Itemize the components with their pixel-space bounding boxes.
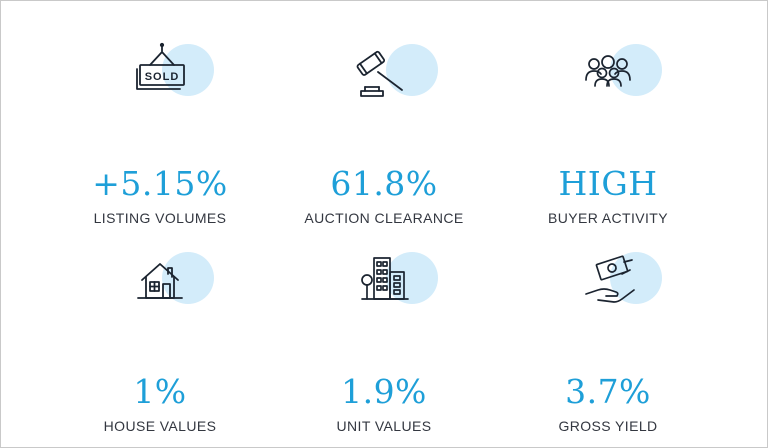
icon-circle bbox=[610, 44, 662, 96]
apartment-building-icon bbox=[334, 246, 438, 316]
stat-listing-volumes: SOLD +5.15% LISTING VOLUMES bbox=[32, 38, 288, 227]
money-hand-icon bbox=[558, 246, 662, 316]
stat-value: +5.15% bbox=[92, 164, 228, 203]
stat-value: 1.9% bbox=[341, 372, 427, 411]
stat-label: GROSS YIELD bbox=[558, 418, 658, 434]
stat-value: HIGH bbox=[558, 164, 658, 203]
stat-auction-clearance: 61.8% AUCTION CLEARANCE bbox=[256, 38, 512, 227]
icon-circle bbox=[386, 44, 438, 96]
stat-value: 1% bbox=[133, 372, 187, 411]
sold-sign-icon: SOLD bbox=[110, 38, 214, 108]
icon-circle bbox=[162, 44, 214, 96]
stat-label: HOUSE VALUES bbox=[103, 418, 217, 434]
stat-buyer-activity: HIGH BUYER ACTIVITY bbox=[480, 38, 736, 227]
stat-label: LISTING VOLUMES bbox=[93, 210, 227, 226]
stat-label: UNIT VALUES bbox=[336, 418, 432, 434]
stat-label: BUYER ACTIVITY bbox=[548, 210, 668, 226]
house-icon bbox=[110, 246, 214, 316]
sold-sign-text: SOLD bbox=[145, 71, 180, 83]
stat-label: AUCTION CLEARANCE bbox=[304, 210, 464, 226]
stat-house-values: 1% HOUSE VALUES bbox=[32, 246, 288, 435]
stat-unit-values: 1.9% UNIT VALUES bbox=[256, 246, 512, 435]
stat-gross-yield: 3.7% GROSS YIELD bbox=[480, 246, 736, 435]
icon-circle bbox=[610, 252, 662, 304]
stat-value: 3.7% bbox=[565, 372, 651, 411]
gavel-icon bbox=[334, 38, 438, 108]
stat-value: 61.8% bbox=[330, 164, 438, 203]
people-group-icon bbox=[558, 38, 662, 108]
